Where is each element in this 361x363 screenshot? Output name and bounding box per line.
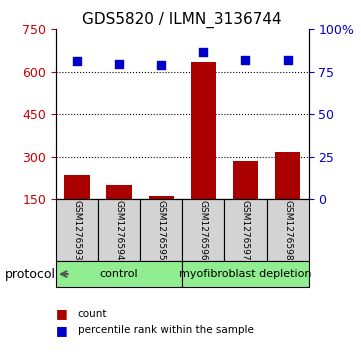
Text: protocol: protocol — [5, 268, 56, 281]
Point — [200, 49, 206, 55]
Bar — [225, 199, 266, 261]
Text: myofibroblast depletion: myofibroblast depletion — [179, 269, 312, 279]
Bar — [140, 199, 182, 261]
Text: count: count — [78, 309, 107, 319]
Point — [116, 61, 122, 67]
Bar — [64, 175, 90, 199]
Text: GSM1276594: GSM1276594 — [115, 200, 123, 261]
Title: GDS5820 / ILMN_3136744: GDS5820 / ILMN_3136744 — [83, 12, 282, 28]
Point — [285, 57, 291, 62]
Point — [74, 58, 80, 64]
Bar — [266, 199, 309, 261]
Bar — [106, 185, 132, 199]
Point — [243, 57, 248, 62]
Bar — [275, 152, 300, 199]
Point — [158, 62, 164, 68]
Text: GSM1276597: GSM1276597 — [241, 200, 250, 261]
Bar — [182, 261, 309, 287]
Text: control: control — [100, 269, 138, 279]
Text: GSM1276593: GSM1276593 — [73, 200, 82, 261]
Bar — [191, 62, 216, 199]
Bar — [56, 199, 98, 261]
Bar — [56, 261, 182, 287]
Text: ■: ■ — [56, 324, 68, 337]
Bar — [233, 161, 258, 199]
Text: GSM1276596: GSM1276596 — [199, 200, 208, 261]
Text: GSM1276598: GSM1276598 — [283, 200, 292, 261]
Bar — [98, 199, 140, 261]
Bar — [149, 196, 174, 199]
Bar — [182, 199, 225, 261]
Text: percentile rank within the sample: percentile rank within the sample — [78, 325, 253, 335]
Text: GSM1276595: GSM1276595 — [157, 200, 166, 261]
Text: ■: ■ — [56, 307, 68, 321]
